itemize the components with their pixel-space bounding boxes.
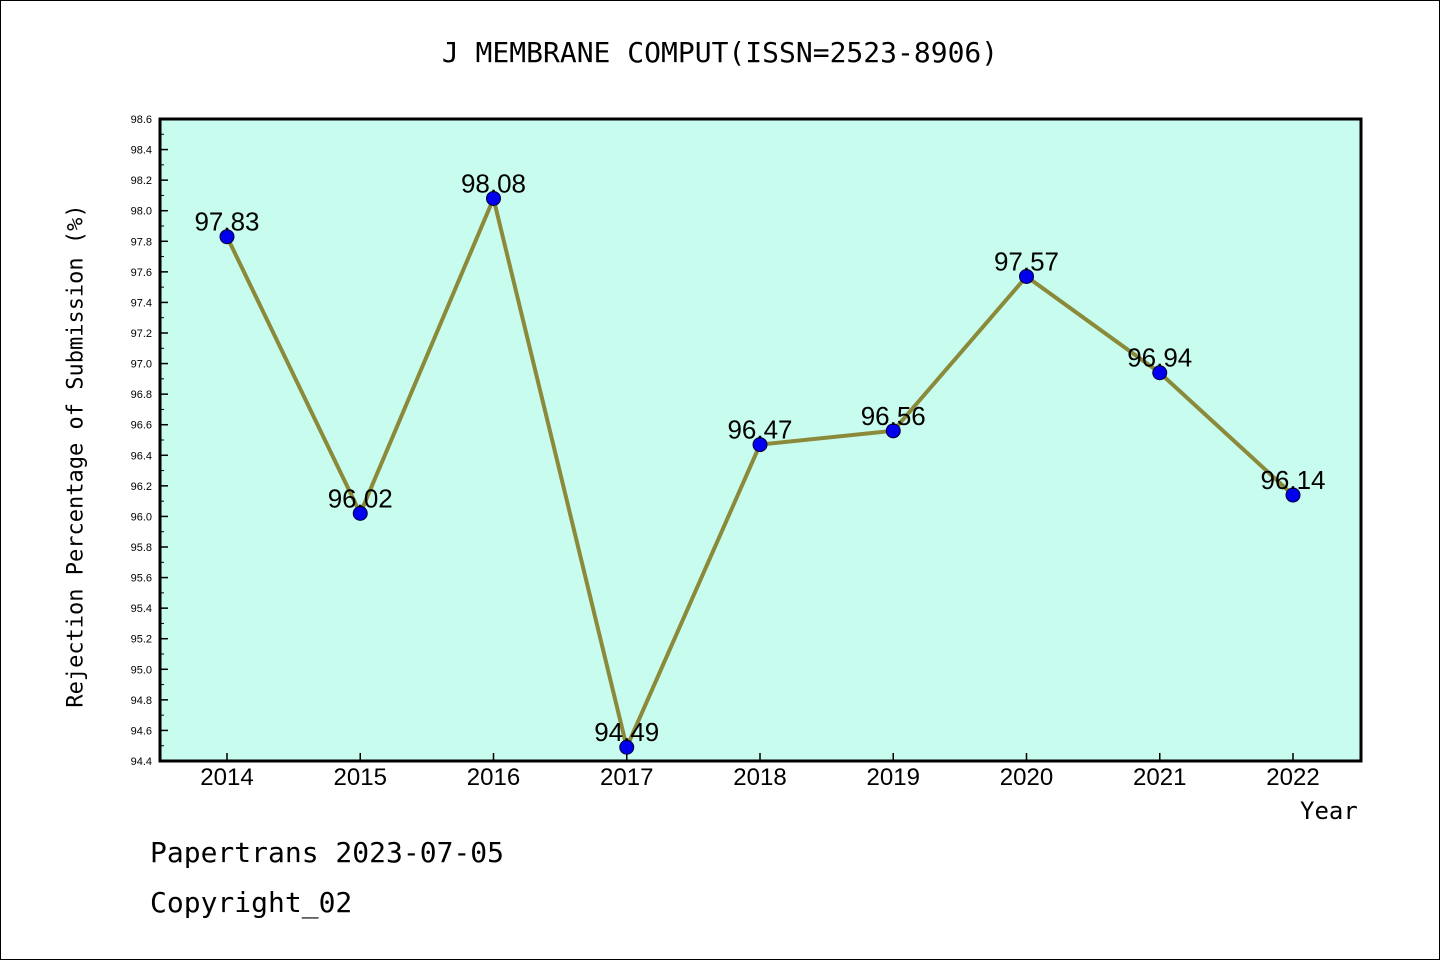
data-points	[219, 190, 1301, 755]
data-point	[1019, 268, 1034, 284]
data-label: 98.08	[461, 168, 526, 198]
x-tick-label: 2018	[733, 764, 786, 791]
data-label: 97.83	[194, 207, 259, 237]
data-point	[486, 190, 501, 206]
x-tick-label: 2019	[867, 764, 920, 791]
y-tick-label: 97.8	[131, 236, 152, 248]
y-tick-label: 95.0	[131, 664, 152, 676]
data-label: 96.94	[1127, 343, 1192, 373]
chart-title: J MEMBRANE COMPUT(ISSN=2523-8906)	[441, 36, 999, 69]
y-tick-label: 95.2	[131, 634, 152, 646]
y-tick-label: 94.6	[131, 725, 152, 737]
footer-copyright: Copyright_02	[150, 886, 353, 919]
x-axis-label: Year	[1300, 797, 1358, 825]
data-label: 97.57	[994, 246, 1059, 276]
data-label: 96.14	[1260, 465, 1325, 495]
y-tick-label: 96.6	[131, 420, 152, 432]
data-point	[352, 505, 368, 521]
y-tick-label: 97.4	[131, 297, 152, 309]
y-tick-label: 98.2	[131, 175, 152, 187]
x-tick-label: 2021	[1133, 764, 1186, 791]
x-axis-ticks: 2014 2015 2016 2017 2018 2019 2020 2021 2022	[200, 753, 1320, 791]
data-point	[219, 229, 235, 245]
y-axis-ticks: 94.4 94.6 94.8 95.0 95.2 95.4 95.6 95.8 96.0 96.2…	[131, 114, 168, 768]
data-labels: 97.83 96.02 98.08 94.49 96.47 96.56 97.57 96.94…	[194, 168, 1325, 747]
data-point	[752, 437, 768, 453]
x-tick-label: 2014	[200, 764, 253, 791]
data-point	[619, 739, 635, 755]
y-tick-label: 95.6	[131, 573, 152, 585]
x-tick-label: 2022	[1266, 764, 1319, 791]
data-point	[1285, 487, 1301, 503]
y-tick-label: 95.4	[131, 603, 152, 615]
y-tick-label: 94.8	[131, 695, 152, 707]
y-tick-label: 95.8	[131, 542, 152, 554]
data-label: 96.47	[727, 415, 792, 445]
y-tick-label: 94.4	[131, 756, 152, 768]
y-tick-label: 96.8	[131, 389, 152, 401]
y-tick-label: 96.4	[131, 450, 152, 462]
y-tick-label: 97.6	[131, 267, 152, 279]
y-tick-label: 98.6	[131, 114, 152, 126]
y-tick-label: 97.0	[131, 359, 152, 371]
data-point	[1152, 365, 1168, 381]
x-tick-label: 2020	[1000, 764, 1053, 791]
y-tick-label: 98.4	[131, 145, 152, 157]
y-tick-label: 98.0	[131, 206, 152, 218]
data-point	[885, 423, 901, 439]
y-tick-label: 96.0	[131, 511, 152, 523]
footer-date: Papertrans 2023-07-05	[150, 836, 505, 869]
y-tick-label: 96.2	[131, 481, 152, 493]
y-tick-label: 97.2	[131, 328, 152, 340]
x-tick-label: 2016	[467, 764, 520, 791]
data-label: 96.02	[328, 483, 393, 513]
data-label: 94.49	[594, 717, 659, 747]
x-tick-label: 2017	[600, 764, 653, 791]
x-tick-label: 2015	[334, 764, 387, 791]
data-label: 96.56	[861, 401, 926, 431]
